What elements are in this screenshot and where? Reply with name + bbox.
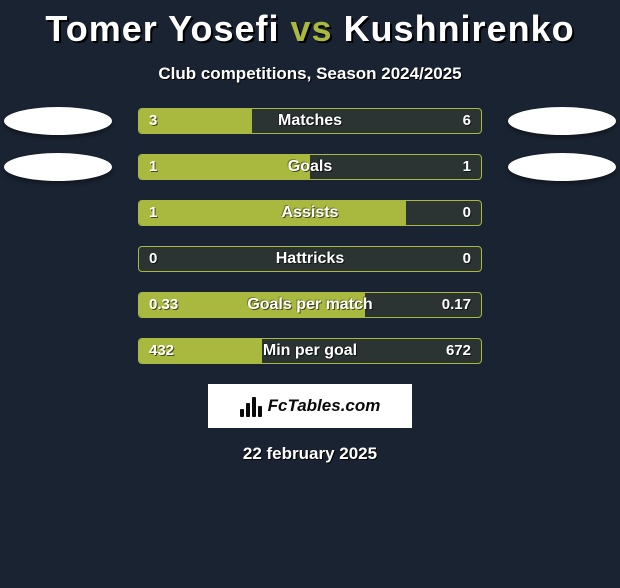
stat-right-value: 6 <box>463 109 471 133</box>
stat-bar: Assists10 <box>138 200 482 226</box>
stat-bar: Hattricks0 0 <box>138 246 482 272</box>
stat-bar-left-fill <box>139 201 406 225</box>
stat-row: Goals per match0.330.17 <box>0 292 620 318</box>
stat-left-value: 3 <box>149 109 157 133</box>
player1-avatar-placeholder <box>4 153 112 181</box>
stat-left-value: 1 <box>149 201 157 225</box>
player2-avatar-placeholder <box>508 153 616 181</box>
player1-name: Tomer Yosefi <box>45 8 279 49</box>
stat-right-value: 0 <box>463 201 471 225</box>
vs-label: vs <box>291 8 333 49</box>
stat-right-value: 672 <box>446 339 471 363</box>
player2-avatar-placeholder <box>508 107 616 135</box>
stat-left-value: 1 <box>149 155 157 179</box>
snapshot-date: 22 february 2025 <box>0 444 620 464</box>
stat-right-value: 0.17 <box>442 293 471 317</box>
player2-name: Kushnirenko <box>344 8 575 49</box>
comparison-title: Tomer Yosefi vs Kushnirenko <box>0 8 620 50</box>
stat-row: Assists10 <box>0 200 620 226</box>
stat-bar: Goals11 <box>138 154 482 180</box>
player1-avatar-placeholder <box>4 107 112 135</box>
stat-bar: Matches36 <box>138 108 482 134</box>
source-text: FcTables.com <box>268 396 381 416</box>
stat-bar-left-fill <box>139 155 310 179</box>
stat-right-value: 0 <box>463 247 471 271</box>
stat-left-value: 432 <box>149 339 174 363</box>
bars-icon <box>240 395 262 417</box>
stat-bar: Min per goal432672 <box>138 338 482 364</box>
stat-left-value: 0 <box>149 247 157 271</box>
stat-row: Goals11 <box>0 154 620 180</box>
stat-row: Hattricks0 0 <box>0 246 620 272</box>
source-badge: FcTables.com <box>208 384 412 428</box>
stat-bar: Goals per match0.330.17 <box>138 292 482 318</box>
stat-label: Hattricks <box>139 247 481 271</box>
stat-right-value: 1 <box>463 155 471 179</box>
stat-left-value: 0.33 <box>149 293 178 317</box>
stat-row: Min per goal432672 <box>0 338 620 364</box>
stat-row: Matches36 <box>0 108 620 134</box>
subtitle: Club competitions, Season 2024/2025 <box>0 64 620 84</box>
comparison-chart: Matches36Goals11Assists10Hattricks00Goal… <box>0 108 620 364</box>
